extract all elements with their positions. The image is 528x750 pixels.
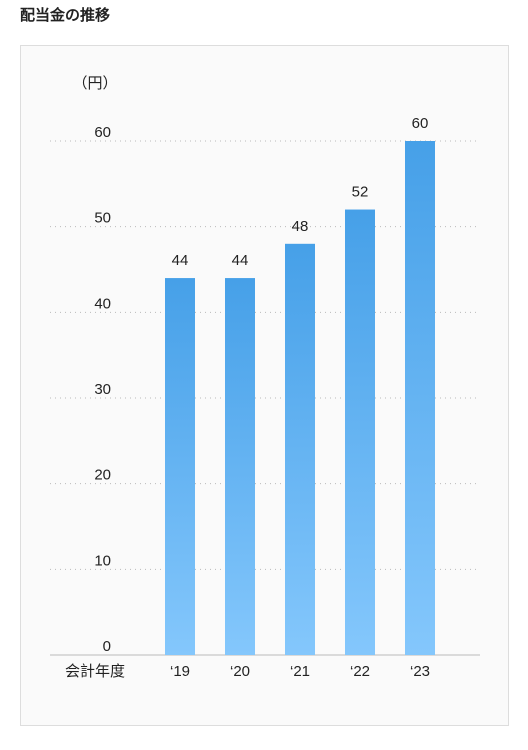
x-axis-label: 会計年度 bbox=[65, 663, 125, 680]
chart-title: 配当金の推移 bbox=[20, 6, 110, 24]
value-label: 48 bbox=[292, 218, 309, 235]
y-axis-label: （円） bbox=[72, 75, 117, 92]
y-tick-label: 30 bbox=[94, 381, 111, 398]
x-tick-label: ‘23 bbox=[410, 663, 430, 680]
bar bbox=[225, 278, 255, 655]
bar bbox=[405, 141, 435, 655]
y-tick-label: 40 bbox=[94, 295, 111, 312]
y-tick-label: 0 bbox=[103, 638, 111, 655]
y-tick-label: 10 bbox=[94, 552, 111, 569]
y-tick-label: 20 bbox=[94, 467, 111, 484]
x-tick-label: ‘22 bbox=[350, 663, 370, 680]
x-tick-label: ‘20 bbox=[230, 663, 250, 680]
y-tick-label: 50 bbox=[94, 210, 111, 227]
bar bbox=[165, 278, 195, 655]
value-label: 44 bbox=[232, 252, 249, 269]
bar bbox=[285, 243, 315, 656]
x-tick-label: ‘21 bbox=[290, 663, 310, 680]
value-label: 60 bbox=[412, 115, 429, 132]
value-label: 44 bbox=[172, 252, 189, 269]
x-tick-label: ‘19 bbox=[170, 663, 190, 680]
bar bbox=[345, 209, 375, 656]
value-label: 52 bbox=[352, 184, 369, 201]
y-tick-label: 60 bbox=[94, 124, 111, 141]
